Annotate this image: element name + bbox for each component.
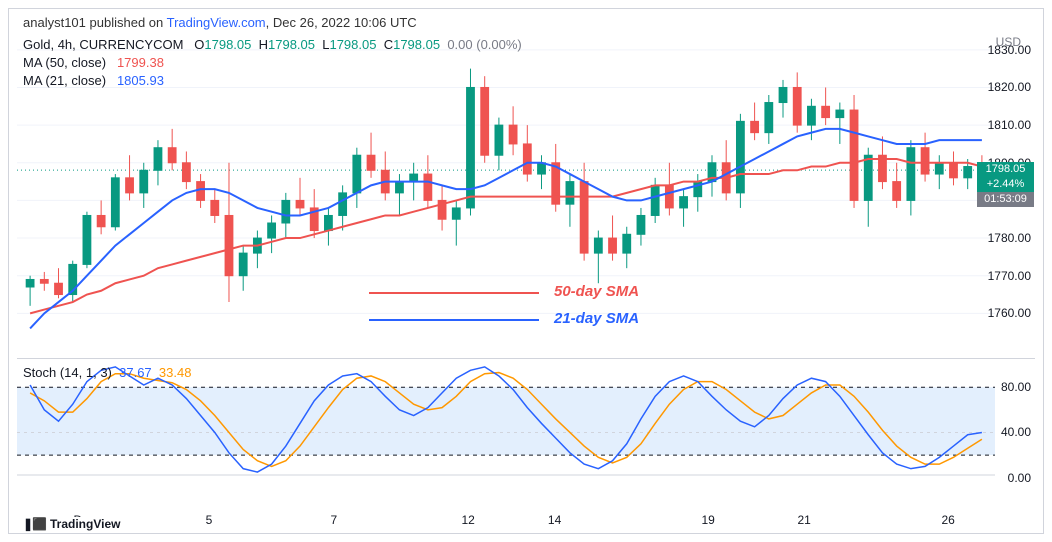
chart-container: analyst101 published on TradingView.com,… bbox=[8, 8, 1044, 534]
annotation-21sma: 21-day SMA bbox=[554, 310, 639, 327]
time-x-axis: Dec571214192126 bbox=[17, 513, 977, 531]
low-value: 1798.05 bbox=[329, 37, 376, 52]
countdown-box: 01:53:09 bbox=[977, 192, 1034, 207]
symbol-name: Gold bbox=[23, 37, 50, 52]
legend-line-50 bbox=[369, 292, 539, 294]
stoch-y-axis: 0.0040.0080.00 bbox=[977, 359, 1035, 489]
close-value: 1798.05 bbox=[393, 37, 440, 52]
ma50-value: 1799.38 bbox=[117, 55, 164, 70]
ma21-legend: MA (21, close) 1805.93 bbox=[23, 73, 164, 88]
timeframe: 4h bbox=[58, 37, 72, 52]
tv-logo-icon: ❚⬛ bbox=[23, 517, 46, 531]
author: analyst101 bbox=[23, 15, 86, 30]
stoch-k-value: 37.67 bbox=[119, 365, 152, 380]
stoch-d-value: 33.48 bbox=[159, 365, 192, 380]
ma50-legend: MA (50, close) 1799.38 bbox=[23, 55, 164, 70]
high-value: 1798.05 bbox=[268, 37, 315, 52]
open-value: 1798.05 bbox=[204, 37, 251, 52]
currency-label: USD bbox=[996, 35, 1021, 49]
publish-credit: analyst101 published on TradingView.com,… bbox=[23, 15, 417, 30]
annotation-50sma: 50-day SMA bbox=[554, 283, 639, 300]
tradingview-logo[interactable]: ❚⬛TradingView bbox=[23, 517, 126, 531]
last-price-box: 1798.05 bbox=[977, 162, 1034, 177]
exchange: CURRENCYCOM bbox=[79, 37, 183, 52]
publish-date: Dec 26, 2022 10:06 UTC bbox=[273, 15, 417, 30]
ohlc-legend: Gold, 4h, CURRENCYCOM O1798.05 H1798.05 … bbox=[23, 37, 522, 52]
ma21-value: 1805.93 bbox=[117, 73, 164, 88]
change-value: 0.00 (0.00%) bbox=[447, 37, 521, 52]
pct-change-box: +2.44% bbox=[977, 177, 1034, 192]
stoch-legend: Stoch (14, 1, 3) 37.67 33.48 bbox=[23, 365, 191, 380]
pane-divider[interactable] bbox=[17, 358, 1035, 359]
legend-line-21 bbox=[369, 319, 539, 321]
site-link[interactable]: TradingView.com bbox=[167, 15, 266, 30]
